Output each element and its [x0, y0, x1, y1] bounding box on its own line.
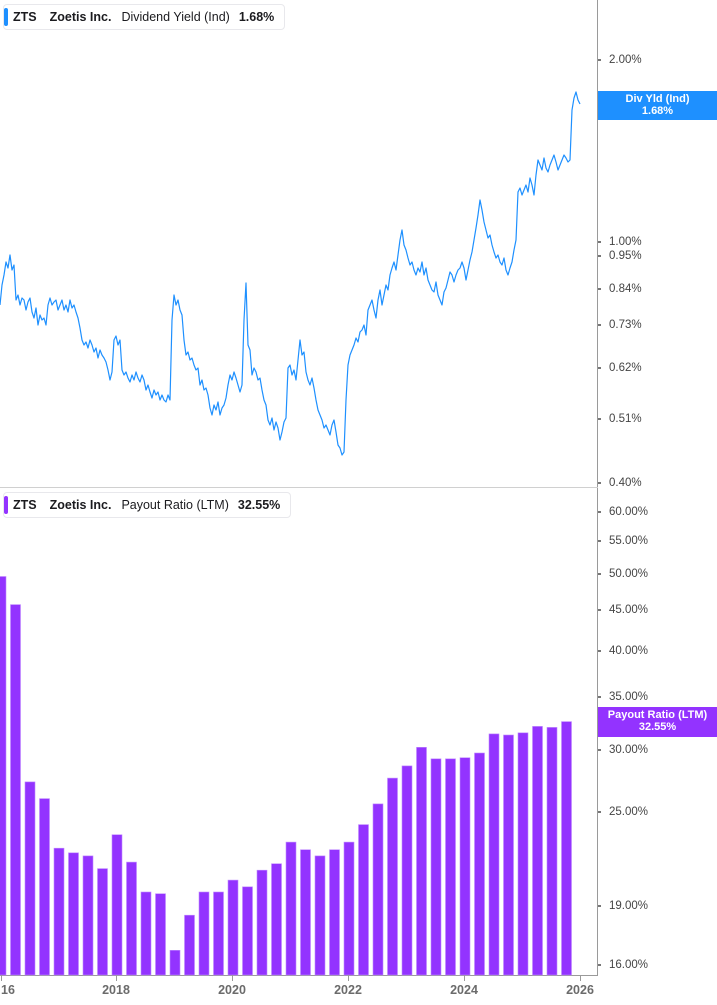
payout-bar	[372, 803, 384, 976]
payout-bar	[271, 863, 282, 976]
payout-ratio-price-tag: Payout Ratio (LTM) 32.55%	[598, 707, 717, 737]
y-tick-label: 0.62%	[598, 361, 642, 375]
payout-bar	[300, 849, 311, 976]
payout-bar	[474, 752, 485, 976]
payout-bar	[561, 721, 572, 976]
y-tick-label: 0.40%	[598, 476, 642, 490]
x-tick-label: 2024	[450, 983, 478, 997]
company-name: Zoetis Inc.	[49, 498, 112, 512]
y-tick-label: 1.00%	[598, 235, 642, 249]
payout-bar	[242, 886, 253, 976]
dividend-yield-line	[0, 91, 581, 456]
x-tick-label: 2018	[102, 983, 130, 997]
payout-bar	[387, 777, 398, 976]
payout-bar	[111, 834, 123, 976]
x-tick-mark	[1, 975, 2, 981]
payout-bar	[459, 757, 471, 976]
payout-bar	[517, 732, 529, 976]
y-tick-label: 60.00%	[597, 505, 648, 519]
dividend-yield-legend[interactable]: ZTS Zoetis Inc. Dividend Yield (Ind) 1.6…	[3, 4, 286, 30]
y-tick-label: 2.00%	[598, 53, 642, 67]
payout-bar	[97, 868, 108, 976]
payout-ratio-legend[interactable]: ZTS Zoetis Inc. Payout Ratio (LTM) 32.55…	[3, 492, 292, 518]
payout-bar	[155, 893, 166, 976]
y-tick-label: 16.00%	[597, 958, 648, 972]
payout-bar	[416, 746, 427, 976]
payout-bar	[358, 824, 369, 976]
payout-bar	[53, 847, 65, 976]
company-name: Zoetis Inc.	[49, 10, 112, 24]
x-tick-label: 16	[1, 983, 15, 997]
metric-name: Dividend Yield (Ind)	[121, 10, 230, 24]
x-tick-label: 2026	[566, 983, 594, 997]
payout-bar	[39, 798, 50, 976]
payout-bar	[329, 849, 340, 976]
x-tick-mark	[116, 975, 117, 981]
payout-bar	[169, 949, 181, 976]
y-tick-label: 45.00%	[597, 603, 648, 617]
payout-bar	[126, 861, 137, 976]
y-tick-label: 40.00%	[597, 644, 648, 658]
dividend-yield-panel: ZTS Zoetis Inc. Dividend Yield (Ind) 1.6…	[0, 0, 717, 488]
payout-bar	[227, 879, 239, 976]
y-tick-label: 0.51%	[598, 412, 642, 426]
payout-bar	[24, 781, 36, 976]
payout-bar	[343, 841, 355, 976]
payout-ratio-bars	[0, 576, 572, 976]
payout-bar	[82, 855, 94, 976]
x-tick-label: 2020	[218, 983, 246, 997]
payout-bar	[546, 727, 558, 976]
payout-bar	[401, 765, 413, 976]
x-tick-mark	[348, 975, 349, 981]
payout-bar	[68, 852, 79, 976]
y-tick-label: 0.84%	[598, 282, 642, 296]
ticker-symbol: ZTS	[13, 498, 37, 512]
payout-bar	[184, 914, 195, 976]
payout-bar	[285, 841, 297, 976]
y-tick-label: 0.95%	[598, 249, 642, 263]
payout-bar	[10, 604, 21, 976]
x-tick-mark	[232, 975, 233, 981]
metric-name: Payout Ratio (LTM)	[121, 498, 229, 512]
payout-bar	[0, 576, 7, 976]
payout-bar	[503, 734, 514, 976]
payout-ratio-panel: ZTS Zoetis Inc. Payout Ratio (LTM) 32.55…	[0, 488, 717, 975]
series-color-swatch	[4, 496, 8, 514]
payout-bar	[314, 855, 326, 976]
payout-bar	[213, 891, 224, 976]
panel-divider[interactable]	[0, 487, 598, 488]
x-tick-label: 2022	[334, 983, 362, 997]
ticker-symbol: ZTS	[13, 10, 37, 24]
payout-bar	[140, 891, 152, 976]
payout-bar	[532, 726, 543, 976]
payout-bar	[430, 758, 442, 976]
series-color-swatch	[4, 8, 8, 26]
y-tick-label: 35.00%	[597, 690, 648, 704]
x-tick-mark	[580, 975, 581, 981]
y-tick-label: 50.00%	[597, 567, 648, 581]
y-tick-label: 0.73%	[598, 318, 642, 332]
metric-value: 32.55%	[237, 498, 281, 512]
y-tick-label: 55.00%	[597, 534, 648, 548]
metric-value: 1.68%	[238, 10, 275, 24]
dividend-yield-price-tag: Div Yld (Ind) 1.68%	[598, 91, 717, 120]
y-tick-label: 30.00%	[597, 743, 648, 757]
x-axis-line	[0, 975, 598, 976]
y-tick-label: 19.00%	[597, 899, 648, 913]
y-tick-label: 25.00%	[597, 805, 648, 819]
x-tick-mark	[464, 975, 465, 981]
payout-bar	[488, 733, 500, 976]
payout-bar	[445, 758, 456, 976]
payout-bar	[256, 869, 268, 976]
payout-bar	[198, 891, 210, 976]
